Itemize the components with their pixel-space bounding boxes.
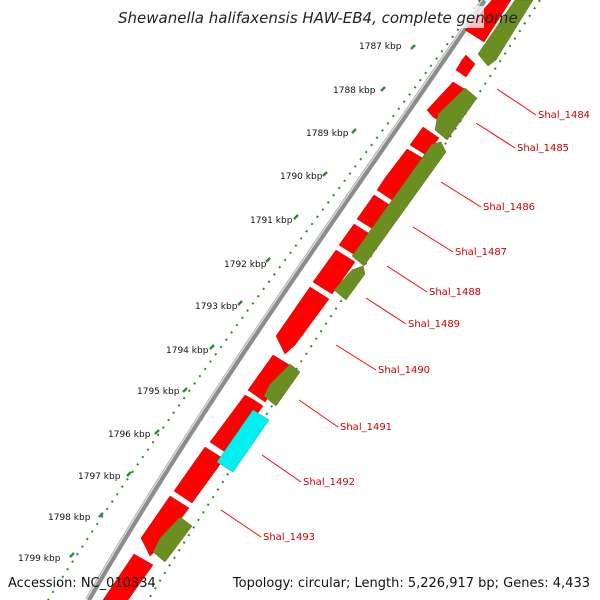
forward-strand-features: [102, 0, 512, 600]
cds-feature[interactable]: [312, 249, 356, 295]
cds-feature[interactable]: [434, 87, 478, 141]
cds-feature-highlight[interactable]: [216, 409, 270, 473]
tick-label: 1789 kbp: [306, 129, 349, 139]
scale-ring-outer: [47, 0, 481, 600]
cds-feature[interactable]: [173, 446, 225, 504]
cds-feature[interactable]: [263, 363, 301, 407]
tick-label: 1796 kbp: [108, 430, 151, 440]
tick-label: 1788 kbp: [333, 86, 376, 96]
tick-label: 1792 kbp: [224, 260, 267, 270]
gene-label[interactable]: Shal_1484: [538, 110, 590, 121]
tick-label: 1795 kbp: [137, 387, 180, 397]
gene-label[interactable]: Shal_1487: [455, 247, 507, 258]
cds-feature[interactable]: [477, 0, 534, 67]
gene-label[interactable]: Shal_1485: [517, 143, 569, 154]
tick-label: 1791 kbp: [250, 216, 293, 226]
genome-backbone: [85, 0, 487, 600]
title-backdrop: [112, 6, 484, 28]
tick-label: 1790 kbp: [280, 172, 323, 182]
tick-marks-outer: [69, 44, 416, 558]
cds-feature[interactable]: [152, 516, 193, 563]
gene-label[interactable]: Shal_1490: [378, 365, 430, 376]
gene-label[interactable]: Shal_1492: [303, 477, 355, 488]
tick-label: 1798 kbp: [48, 513, 91, 523]
genome-backbone-highlight: [85, 0, 483, 600]
gene-labels: Shal_1484 Shal_1485 Shal_1486 Shal_1487 …: [263, 110, 590, 543]
gene-label[interactable]: Shal_1488: [429, 287, 481, 298]
map-title: Shewanella halifaxensis HAW-EB4, complet…: [118, 9, 518, 27]
tick-label: 1797 kbp: [78, 472, 121, 482]
gene-label[interactable]: Shal_1491: [340, 422, 392, 433]
tick-label: 1793 kbp: [195, 302, 238, 312]
cds-feature[interactable]: [275, 286, 330, 355]
topology-summary: Topology: circular; Length: 5,226,917 bp…: [232, 576, 590, 591]
callout-lines: [220, 88, 537, 538]
cds-feature[interactable]: [102, 553, 154, 600]
gene-label[interactable]: Shal_1489: [408, 319, 460, 330]
reverse-strand-features: [152, 0, 534, 563]
cds-feature[interactable]: [333, 265, 366, 301]
gene-label[interactable]: Shal_1486: [483, 202, 535, 213]
gene-label[interactable]: Shal_1493: [263, 532, 315, 543]
cds-feature[interactable]: [455, 54, 476, 78]
tick-label: 1799 kbp: [18, 554, 61, 564]
accession-text: Accession: NC_010334: [8, 576, 156, 591]
tick-label: 1787 kbp: [359, 42, 402, 52]
cds-feature[interactable]: [351, 141, 447, 267]
tick-labels: 1787 kbp 1788 kbp 1789 kbp 1790 kbp 1791…: [18, 42, 402, 564]
tick-label: 1794 kbp: [166, 346, 209, 356]
cds-feature[interactable]: [247, 354, 292, 403]
